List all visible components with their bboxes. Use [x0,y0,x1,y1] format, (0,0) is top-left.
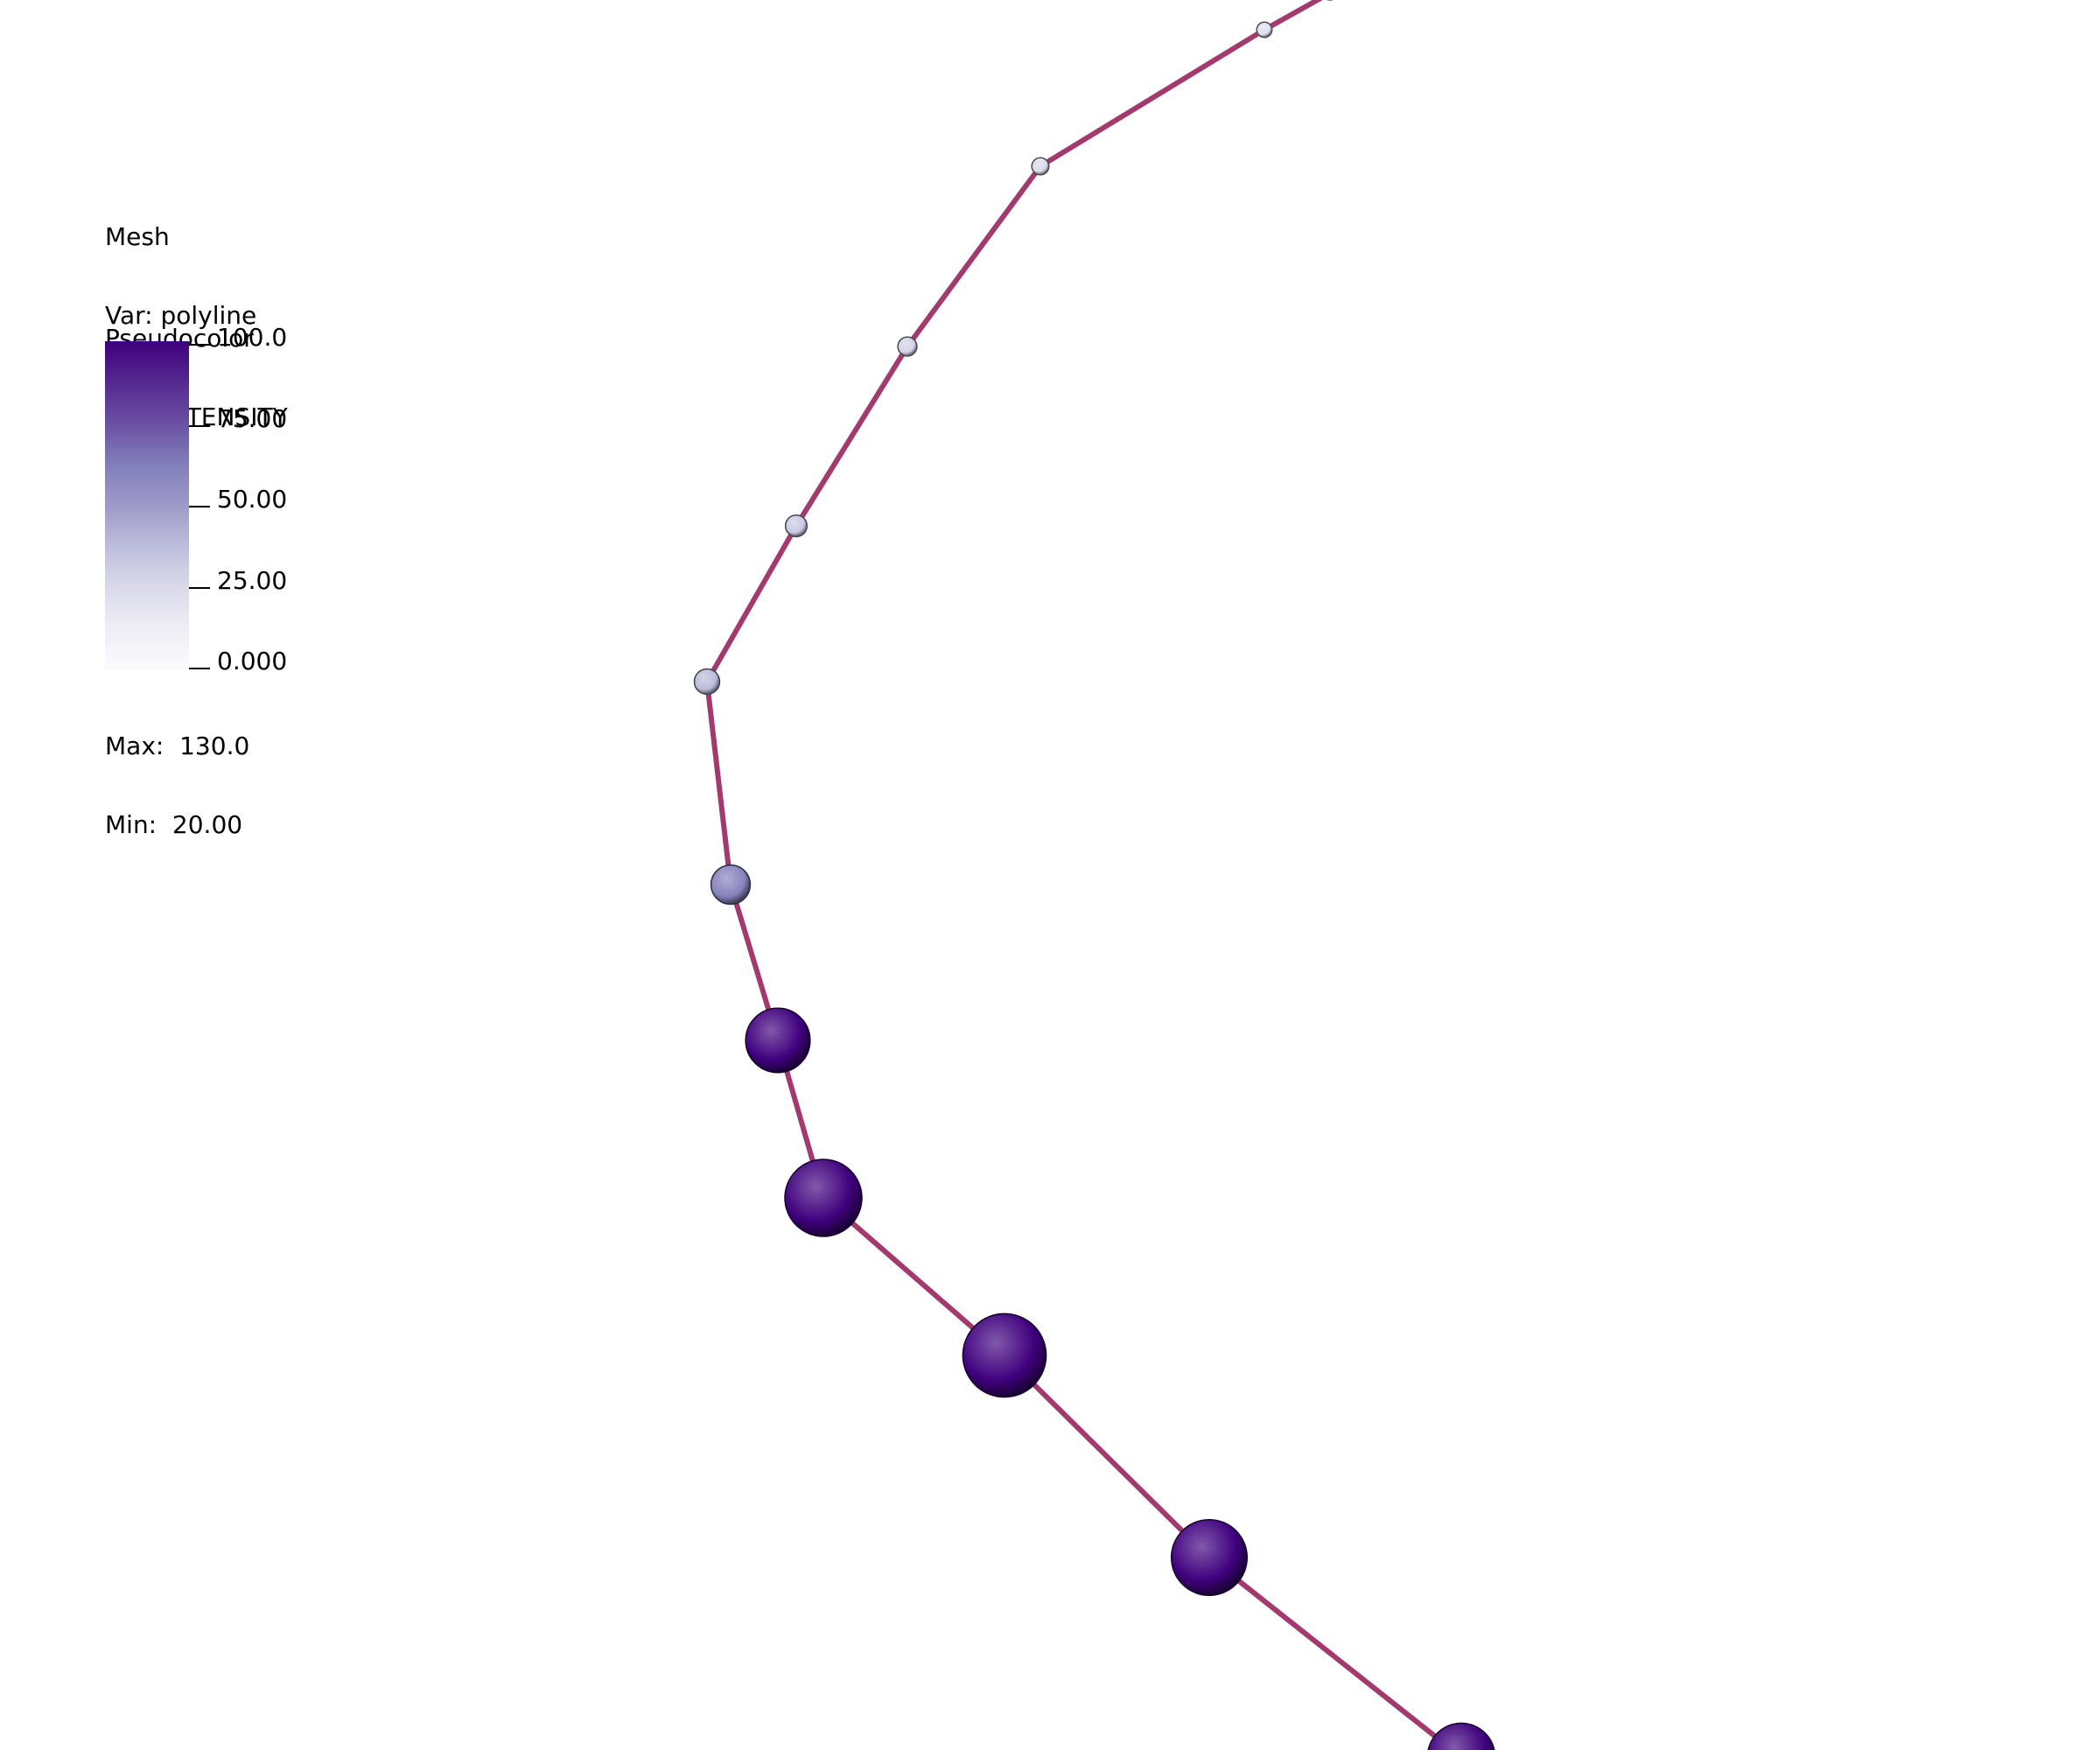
colorbar-tick [189,587,210,589]
intensity-sphere [962,1312,1047,1398]
intensity-sphere [784,1158,863,1237]
colorbar-tick-label: 75.00 [217,404,288,433]
intensity-sphere [784,514,808,538]
range-info: Max: 130.0 Min: 20.00 [105,681,249,864]
intensity-sphere [1031,157,1050,176]
colorbar-tick-label: 0.000 [217,647,288,676]
colorbar-tick-label: 100.0 [217,323,288,352]
min-value: Min: 20.00 [105,810,243,839]
mesh-legend-var: Var: polyline [105,301,257,330]
max-value: Max: 130.0 [105,732,250,760]
colorbar-tick [189,344,210,346]
intensity-sphere [693,668,721,696]
intensity-sphere [1256,21,1273,38]
intensity-sphere [710,864,752,906]
colorbar-tick [189,425,210,427]
colorbar-tick-label: 25.00 [217,566,288,595]
mesh-legend-title: Mesh [105,222,170,251]
intensity-sphere [745,1007,811,1074]
intensity-sphere [1170,1518,1249,1597]
polyline-mesh [704,0,1457,1750]
colorbar-tick-label: 50.00 [217,485,288,514]
mesh-legend: Mesh Var: polyline [105,172,256,355]
intensity-spheres [693,0,1495,1750]
intensity-sphere [897,336,918,357]
intensity-sphere [1427,1722,1495,1750]
colorbar-tick [189,668,210,669]
colorbar-tick [189,506,210,508]
colorbar [105,341,189,670]
